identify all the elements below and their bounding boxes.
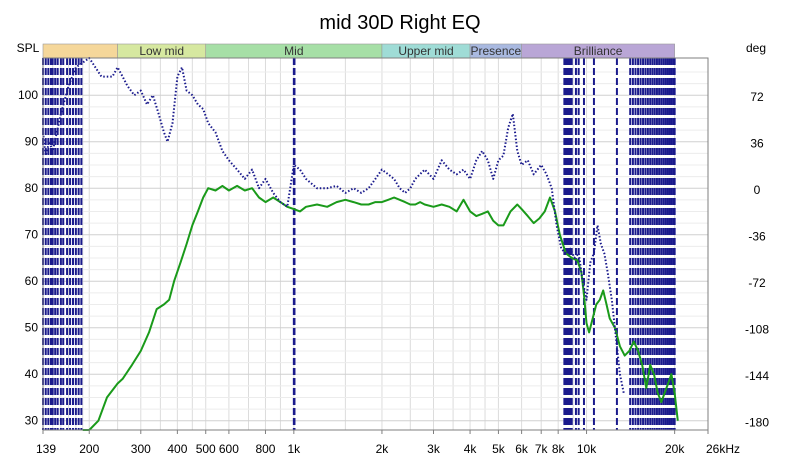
y-left-label: SPL <box>17 41 40 55</box>
x-tick-label-7: 1k <box>287 442 301 456</box>
series <box>42 57 679 431</box>
y-right-tick-5: -108 <box>745 322 769 336</box>
x-tick-label-6: 800 <box>255 442 275 456</box>
y-right-tick-0: 72 <box>750 90 764 104</box>
x-tick-label-13: 7k <box>535 442 549 456</box>
band-0 <box>42 43 118 59</box>
band-label-2: Mid <box>284 44 303 58</box>
series-1-line <box>42 57 625 394</box>
y-left-tick-1: 40 <box>25 367 39 381</box>
plot-frame <box>42 57 709 431</box>
y-right-label: deg <box>746 41 766 55</box>
x-tick-label-5: 600 <box>219 442 239 456</box>
x-tick-label-10: 4k <box>464 442 478 456</box>
phase-lines <box>42 58 676 430</box>
band-label-1: Low mid <box>139 44 184 58</box>
x-tick-label-4: 500 <box>196 442 216 456</box>
chart-title: mid 30D Right EQ <box>319 12 480 34</box>
x-axis-ticks: 139 200 300 400 500 600 800 1k 2k 3k 4k 5k 6k 7k 8k 10k… <box>36 430 740 456</box>
series-0-line <box>82 184 679 431</box>
y-right-tick-7: -180 <box>745 415 769 429</box>
x-tick-label-9: 3k <box>427 442 441 456</box>
x-tick-label-1: 200 <box>79 442 99 456</box>
x-tick-label-12: 6k <box>515 442 529 456</box>
y-right-tick-3: -36 <box>748 229 766 243</box>
y-left-tick-0: 30 <box>25 414 39 428</box>
y-right-tick-6: -144 <box>745 369 769 383</box>
x-tick-label-15: 10k <box>577 442 597 456</box>
band-label-3: Upper mid <box>398 44 453 58</box>
x-tick-label-17: 26kHz <box>706 442 740 456</box>
x-tick-label-16: 20k <box>665 442 685 456</box>
band-label-5: Brilliance <box>574 44 623 58</box>
y-left-tick-4: 70 <box>25 228 39 242</box>
y-left-tick-3: 60 <box>25 274 39 288</box>
y-left-tick-2: 50 <box>25 321 39 335</box>
y-left-tick-7: 100 <box>18 88 38 102</box>
x-tick-label-8: 2k <box>376 442 390 456</box>
x-tick-label-14: 8k <box>552 442 566 456</box>
y-right-tick-1: 36 <box>750 136 764 150</box>
x-tick-label-2: 300 <box>131 442 151 456</box>
y-right-ticks: 72 36 0 -36 -72 -108 -144 -180 <box>745 90 769 430</box>
y-left-ticks: 30 40 50 60 70 80 90 100 <box>18 88 38 428</box>
band-label-4: Presence <box>470 44 521 58</box>
y-left-tick-6: 90 <box>25 135 39 149</box>
frequency-bands: Low mid Mid Upper mid Presence Brilliance <box>42 43 675 59</box>
x-tick-label-3: 400 <box>167 442 187 456</box>
y-right-tick-2: 0 <box>754 183 761 197</box>
plot-area <box>43 58 708 430</box>
y-left-tick-5: 80 <box>25 181 39 195</box>
y-right-tick-4: -72 <box>748 276 766 290</box>
x-tick-label-11: 5k <box>492 442 506 456</box>
x-tick-label-0: 139 <box>36 442 56 456</box>
grid <box>43 58 708 430</box>
